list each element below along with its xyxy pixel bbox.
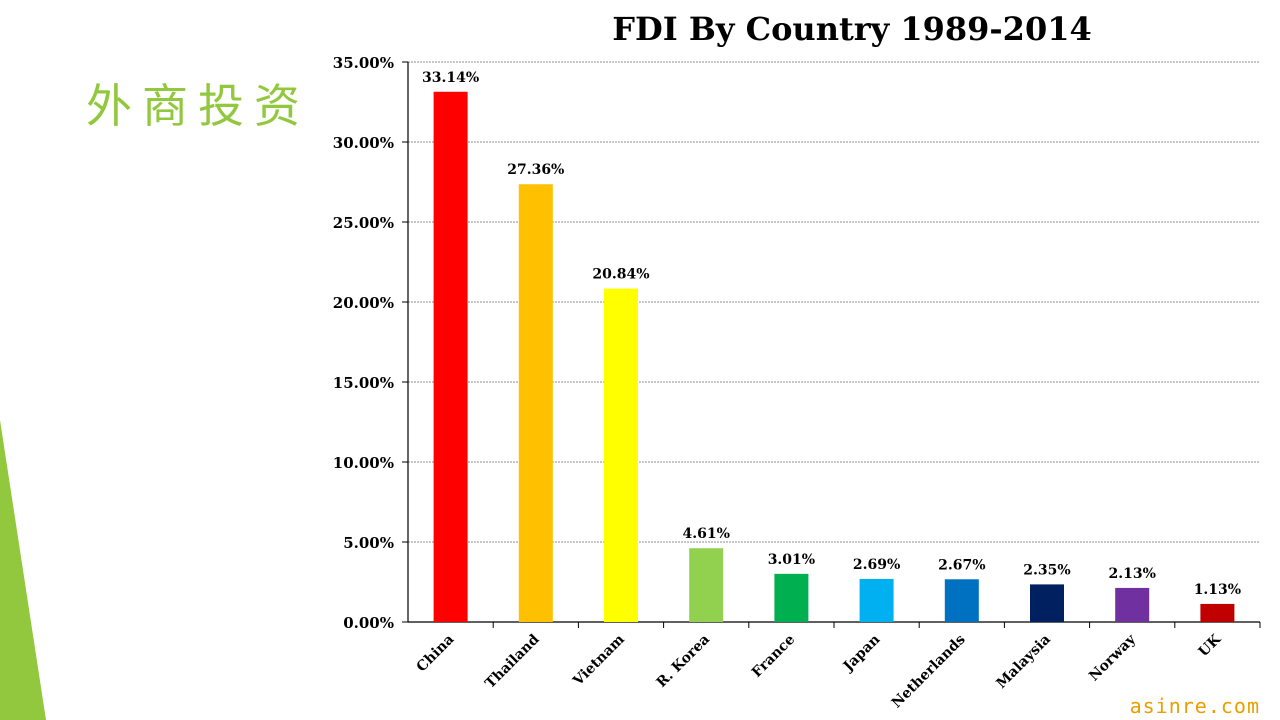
bar bbox=[1200, 604, 1234, 622]
data-label: 2.35% bbox=[1023, 562, 1070, 578]
x-tick-label: Japan bbox=[839, 632, 883, 676]
bar bbox=[774, 574, 808, 622]
data-label: 3.01% bbox=[768, 552, 815, 568]
bar bbox=[1115, 588, 1149, 622]
x-tick-label: Norway bbox=[1086, 631, 1139, 684]
x-tick-label: France bbox=[749, 631, 798, 680]
data-label: 2.69% bbox=[853, 557, 900, 573]
y-tick-label: 5.00% bbox=[343, 534, 394, 552]
x-tick-label: China bbox=[414, 632, 458, 676]
bar bbox=[519, 184, 553, 622]
data-label: 20.84% bbox=[592, 267, 649, 283]
data-label: 4.61% bbox=[682, 526, 729, 542]
x-tick-label: Thailand bbox=[482, 631, 542, 691]
data-label: 33.14% bbox=[422, 70, 479, 86]
chart-title: FDI By Country 1989-2014 bbox=[612, 10, 1091, 48]
data-label: 2.13% bbox=[1108, 566, 1155, 582]
data-label: 2.67% bbox=[938, 557, 985, 573]
y-tick-label: 35.00% bbox=[333, 54, 394, 72]
bar bbox=[604, 289, 638, 622]
x-tick-label: Netherlands bbox=[889, 631, 969, 711]
bar bbox=[945, 579, 979, 622]
x-tick-label: R. Korea bbox=[654, 632, 713, 691]
y-tick-label: 25.00% bbox=[333, 214, 394, 232]
y-tick-label: 15.00% bbox=[333, 374, 394, 392]
x-tick-label: Malaysia bbox=[993, 632, 1053, 692]
watermark-text: asinre.com bbox=[1130, 694, 1260, 718]
x-tick-label: UK bbox=[1196, 631, 1225, 660]
y-tick-label: 0.00% bbox=[343, 614, 394, 632]
bar bbox=[689, 548, 723, 622]
y-tick-label: 10.00% bbox=[333, 454, 394, 472]
bar bbox=[1030, 584, 1064, 622]
data-label: 1.13% bbox=[1194, 582, 1241, 598]
bar bbox=[860, 579, 894, 622]
data-label: 27.36% bbox=[507, 162, 564, 178]
x-tick-label: Vietnam bbox=[570, 631, 628, 689]
bar bbox=[434, 92, 468, 622]
y-tick-label: 20.00% bbox=[333, 294, 394, 312]
y-tick-label: 30.00% bbox=[333, 134, 394, 152]
